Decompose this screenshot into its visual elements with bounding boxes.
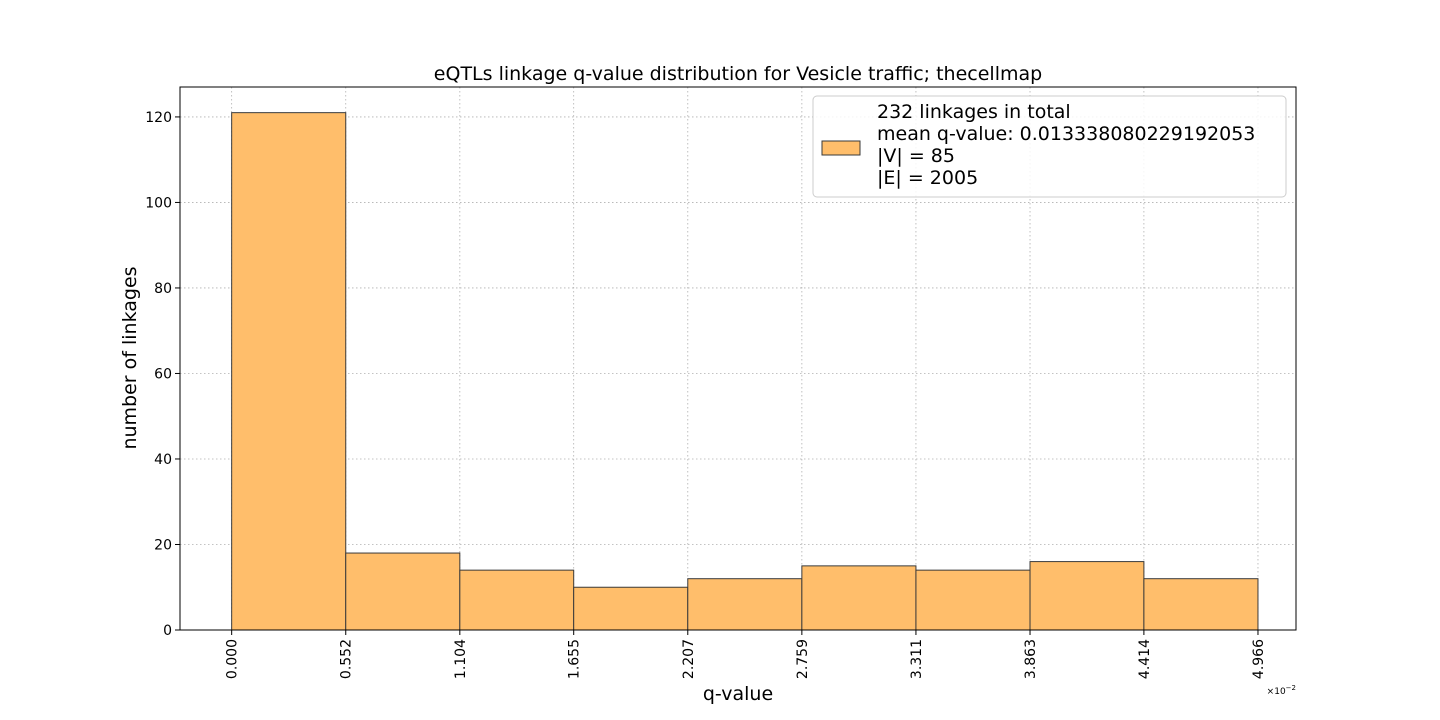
x-tick-label: 4.414 [1137, 639, 1153, 679]
x-axis-ticks: 0.000 0.552 1.104 1.655 2.207 2.759 3.311 3.863… [225, 630, 1267, 679]
x-tick-label: 4.966 [1251, 639, 1267, 679]
legend-line-total: 232 linkages in total [877, 101, 1071, 123]
histogram-bar [801, 565, 917, 631]
x-tick-label: 1.655 [567, 639, 583, 679]
x-axis-scale-factor: ×10−2 [1267, 684, 1296, 697]
plot-frame [179, 86, 1297, 631]
x-tick-label: 0.552 [339, 639, 355, 679]
x-tick-label: 2.759 [795, 639, 811, 679]
histogram-bar [459, 569, 575, 631]
y-tick-label: 0 [163, 623, 172, 639]
x-tick-label: 0.000 [225, 639, 241, 679]
x-tick-label: 3.863 [1023, 639, 1039, 679]
y-axis-label: number of linkages [119, 266, 141, 449]
legend-line-edges: |E| = 2005 [877, 167, 978, 189]
x-tick-label: 1.104 [453, 639, 469, 679]
histogram-bar [573, 586, 689, 631]
legend-swatch [821, 140, 861, 156]
histogram-bar [345, 552, 461, 631]
y-tick-label: 40 [154, 452, 172, 468]
x-tick-label: 2.207 [681, 639, 697, 679]
y-tick-label: 120 [145, 110, 172, 126]
y-tick-label: 20 [154, 537, 172, 553]
histogram-bar [1029, 561, 1145, 631]
x-axis-label: q-value [703, 683, 773, 705]
histogram-bar [687, 578, 803, 631]
x-tick-label: 3.311 [909, 639, 925, 679]
histogram-bar [915, 569, 1031, 631]
y-tick-label: 80 [154, 281, 172, 297]
histogram-bar [1143, 578, 1259, 631]
legend-box [812, 95, 1287, 198]
legend-line-mean: mean q-value: 0.013338080229192053 [877, 123, 1255, 145]
legend: 232 linkages in total mean q-value: 0.01… [812, 95, 1287, 198]
legend-line-vertices: |V| = 85 [877, 145, 955, 167]
histogram-bars [231, 112, 1259, 631]
histogram-bar [231, 112, 347, 631]
y-tick-label: 100 [145, 195, 172, 211]
y-axis-ticks: 0 20 40 60 80 100 120 [145, 110, 180, 639]
chart-title: eQTLs linkage q-value distribution for V… [434, 63, 1042, 85]
y-tick-label: 60 [154, 366, 172, 382]
